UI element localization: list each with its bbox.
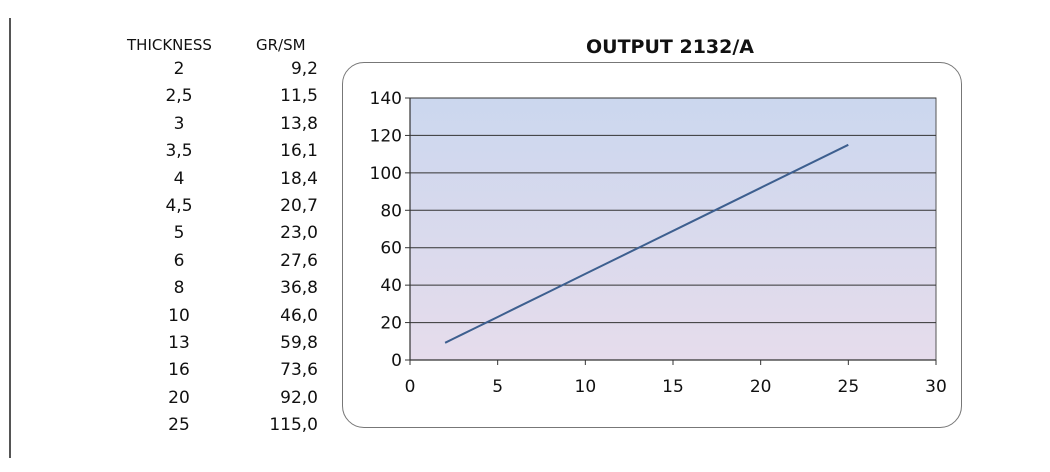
- thickness-cell: 2: [173, 59, 185, 79]
- data-table: THICKNESS GR/SM 2 9,2 2,5 11,5 3 13,8 3,5 16,1 4…: [120, 34, 318, 439]
- gr-sm-cell: 27,6: [280, 250, 318, 271]
- table-body: 2 9,2 2,5 11,5 3 13,8 3,5 16,1 4 18,4 4,5 20,7 5 23,0…: [120, 56, 318, 439]
- gr-sm-cell: 115,0: [269, 415, 318, 436]
- gr-sm-cell: 20,7: [280, 195, 318, 216]
- gr-sm-cell: 11,5: [280, 86, 318, 107]
- table-row: 4 18,4: [120, 166, 318, 193]
- x-tick-label: 0: [405, 377, 416, 397]
- gr-sm-cell: 36,8: [280, 278, 318, 299]
- thickness-cell: 2,5: [165, 86, 193, 107]
- thickness-cell: 25: [168, 415, 190, 436]
- table-row: 13 59,8: [120, 330, 318, 357]
- thickness-cell: 16: [168, 360, 190, 381]
- gr-sm-cell: 59,8: [280, 332, 318, 353]
- thickness-cell: 3,5: [165, 141, 193, 162]
- thickness-cell: 5: [173, 223, 185, 244]
- thickness-cell: 4: [173, 168, 185, 189]
- y-tick-label: 80: [380, 201, 402, 221]
- y-tick-label: 140: [370, 89, 402, 109]
- table-row: 16 73,6: [120, 357, 318, 384]
- gr-sm-cell: 18,4: [280, 168, 318, 189]
- gr-sm-cell: 46,0: [280, 305, 318, 326]
- chart-title: OUTPUT 2132/A: [586, 36, 754, 58]
- y-tick-label: 40: [380, 276, 402, 296]
- thickness-cell: 20: [168, 387, 190, 408]
- table-row: 20 92,0: [120, 385, 318, 412]
- thickness-cell: 13: [168, 332, 190, 353]
- table-row: 2 9,2: [120, 56, 318, 83]
- gr-sm-cell: 9,2: [290, 59, 318, 79]
- page-margin-rule: [9, 18, 11, 458]
- gr-sm-cell: 13,8: [280, 113, 318, 134]
- table-row: 4,5 20,7: [120, 193, 318, 220]
- header-thickness: THICKNESS: [127, 36, 212, 54]
- thickness-cell: 6: [173, 250, 185, 271]
- x-tick-label: 20: [750, 377, 772, 397]
- thickness-cell: 4,5: [165, 195, 193, 216]
- table-row: 3 13,8: [120, 111, 318, 138]
- x-tick-label: 5: [492, 377, 503, 397]
- y-tick-label: 100: [370, 164, 402, 184]
- gr-sm-cell: 92,0: [280, 387, 318, 408]
- x-tick-label: 25: [838, 377, 860, 397]
- table-row: 3,5 16,1: [120, 138, 318, 165]
- gr-sm-cell: 23,0: [280, 223, 318, 244]
- thickness-cell: 3: [173, 113, 185, 134]
- y-tick-label: 60: [380, 239, 402, 259]
- header-gr-sm: GR/SM: [256, 36, 306, 54]
- thickness-cell: 8: [173, 278, 185, 299]
- gr-sm-cell: 16,1: [280, 141, 318, 162]
- table-row: 10 46,0: [120, 303, 318, 330]
- y-tick-label: 0: [391, 351, 402, 371]
- x-tick-label: 10: [575, 377, 597, 397]
- table-row: 2,5 11,5: [120, 83, 318, 110]
- y-tick-label: 20: [380, 314, 402, 334]
- table-row: 8 36,8: [120, 275, 318, 302]
- table-row: 5 23,0: [120, 220, 318, 247]
- series-line: [444, 143, 849, 344]
- y-tick-label: 120: [370, 126, 402, 146]
- table-header: THICKNESS GR/SM: [120, 34, 318, 56]
- x-tick-label: 30: [925, 377, 947, 397]
- thickness-cell: 10: [168, 305, 190, 326]
- gr-sm-cell: 73,6: [280, 360, 318, 381]
- table-row: 25 115,0: [120, 412, 318, 439]
- chart-frame: [342, 62, 962, 428]
- table-row: 6 27,6: [120, 248, 318, 275]
- x-tick-label: 15: [662, 377, 684, 397]
